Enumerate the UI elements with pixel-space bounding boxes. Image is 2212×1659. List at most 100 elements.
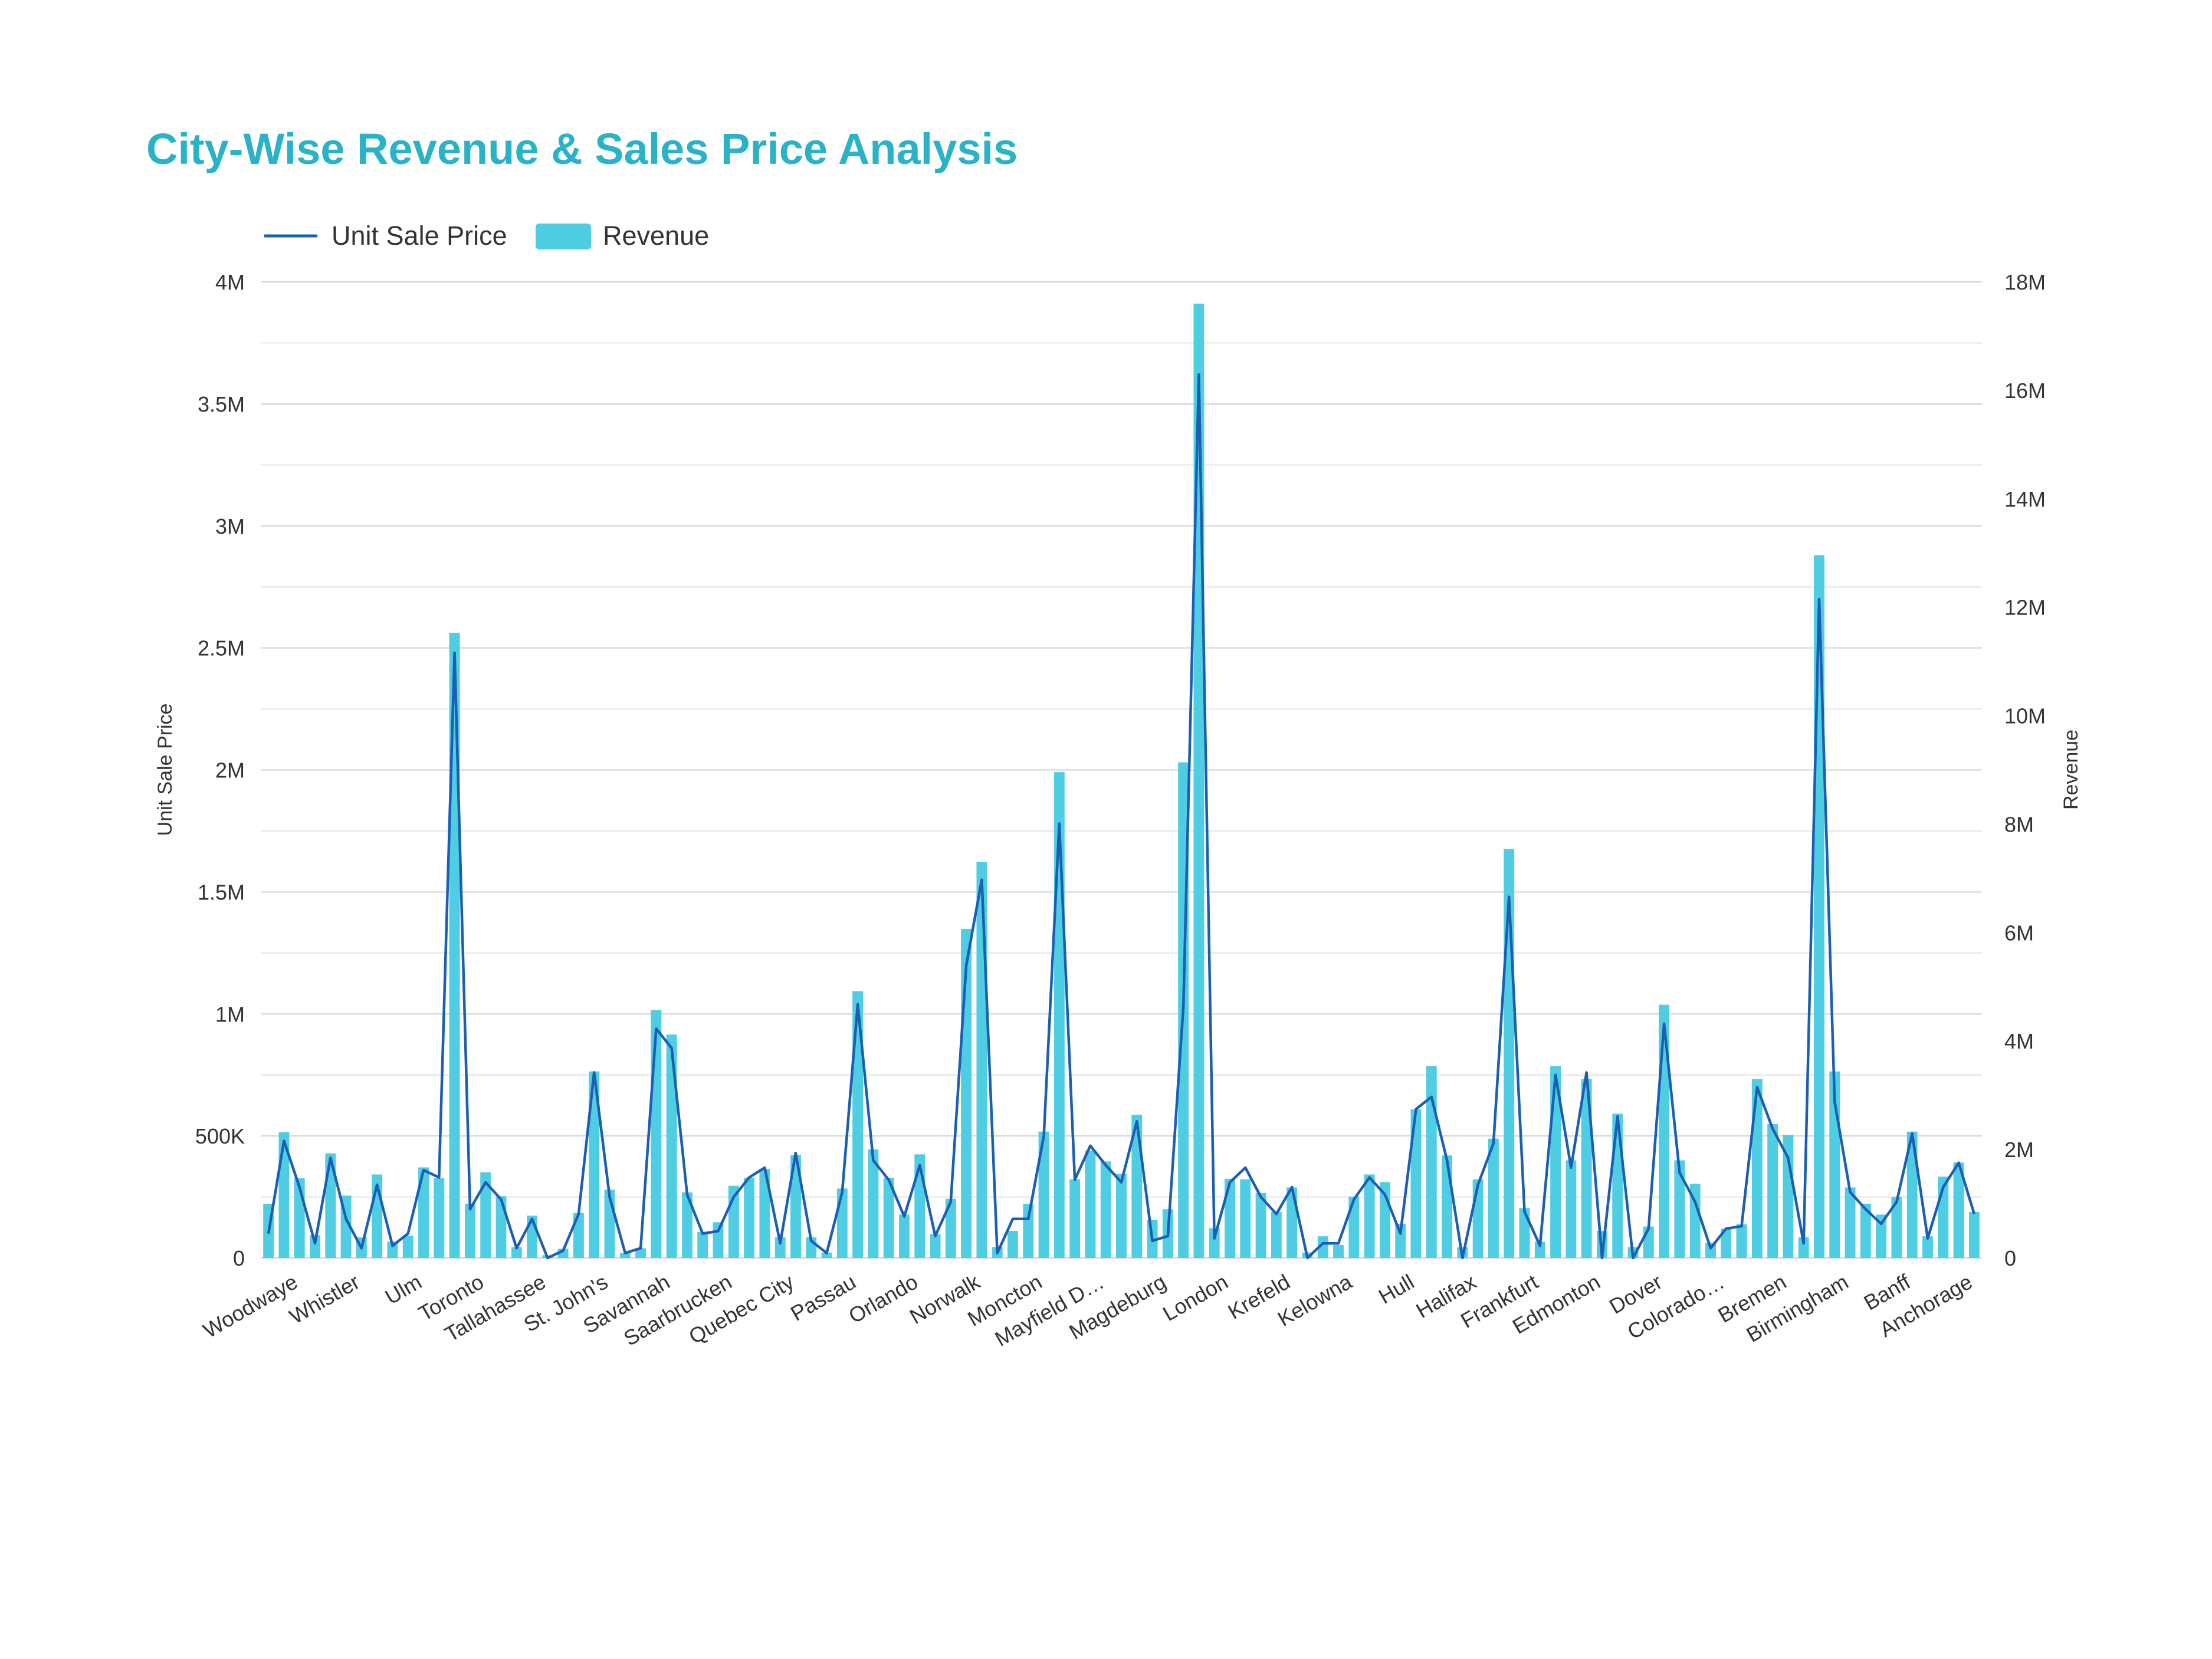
revenue-bar[interactable] — [1426, 1066, 1437, 1258]
revenue-bar[interactable] — [790, 1155, 801, 1258]
revenue-bar[interactable] — [1069, 1179, 1081, 1258]
y-left-tick-label: 3M — [215, 514, 245, 538]
revenue-bar[interactable] — [1116, 1174, 1127, 1258]
revenue-bar[interactable] — [1410, 1109, 1422, 1258]
revenue-bar[interactable] — [1876, 1214, 1887, 1258]
revenue-bar[interactable] — [1534, 1241, 1545, 1258]
revenue-bar[interactable] — [697, 1231, 708, 1258]
revenue-bar[interactable] — [1007, 1231, 1018, 1258]
revenue-bar[interactable] — [868, 1149, 879, 1258]
y-left-tick-label: 1M — [215, 1002, 245, 1026]
legend-item-unit-sale-price[interactable]: Unit Sale Price — [264, 221, 507, 251]
revenue-bar[interactable] — [1333, 1244, 1344, 1258]
revenue-bar[interactable] — [434, 1178, 445, 1258]
y-left-tick-label: 0 — [233, 1246, 245, 1270]
legend-item-revenue[interactable]: Revenue — [536, 221, 709, 251]
revenue-bar[interactable] — [418, 1167, 429, 1258]
revenue-bar[interactable] — [1906, 1131, 1918, 1258]
revenue-bar[interactable] — [1721, 1228, 1732, 1258]
revenue-bar[interactable] — [976, 862, 987, 1258]
x-tick-label: Orlando — [845, 1269, 922, 1328]
x-tick-label: London — [1158, 1269, 1232, 1326]
revenue-bar[interactable] — [1100, 1161, 1111, 1258]
revenue-bar[interactable] — [402, 1236, 413, 1258]
revenue-bar[interactable] — [930, 1234, 941, 1258]
revenue-bar[interactable] — [681, 1192, 693, 1258]
y-left-tick-label: 1.5M — [198, 880, 245, 904]
y-right-tick-label: 10M — [2004, 704, 2046, 728]
revenue-bar[interactable] — [945, 1198, 956, 1258]
revenue-bar[interactable] — [1922, 1236, 1933, 1258]
revenue-bar[interactable] — [1348, 1197, 1360, 1258]
revenue-bar[interactable] — [387, 1241, 398, 1258]
y-right-tick-label: 2M — [2004, 1138, 2034, 1162]
revenue-bar[interactable] — [1209, 1228, 1220, 1258]
revenue-bar[interactable] — [1814, 555, 1824, 1258]
revenue-bar[interactable] — [883, 1177, 894, 1258]
revenue-bar[interactable] — [464, 1204, 475, 1258]
revenue-bar[interactable] — [1023, 1204, 1034, 1258]
revenue-bar[interactable] — [511, 1247, 522, 1258]
revenue-bar[interactable] — [1581, 1079, 1592, 1258]
revenue-bar[interactable] — [1953, 1162, 1964, 1258]
revenue-bar[interactable] — [1442, 1155, 1452, 1258]
revenue-bar[interactable] — [759, 1169, 770, 1258]
y-axis-right-title: Revenue — [2060, 730, 2082, 810]
revenue-bar[interactable] — [480, 1172, 491, 1258]
revenue-bar[interactable] — [1860, 1204, 1871, 1258]
revenue-bar[interactable] — [589, 1071, 600, 1258]
revenue-bar[interactable] — [1566, 1160, 1577, 1259]
revenue-bar[interactable] — [1798, 1237, 1809, 1258]
revenue-bar[interactable] — [1736, 1224, 1747, 1258]
revenue-bar[interactable] — [1225, 1178, 1235, 1258]
unit-sale-price-line — [267, 373, 1976, 1260]
revenue-bar[interactable] — [1767, 1123, 1778, 1258]
revenue-bar[interactable] — [1255, 1192, 1266, 1258]
revenue-bar[interactable] — [899, 1214, 910, 1258]
revenue-bar[interactable] — [573, 1213, 584, 1258]
y-left-tick-label: 3.5M — [198, 392, 245, 416]
y-right-tick-label: 8M — [2004, 812, 2034, 836]
y-right-tick-label: 14M — [2004, 487, 2046, 511]
revenue-bar[interactable] — [449, 632, 460, 1258]
revenue-bar[interactable] — [713, 1222, 724, 1258]
revenue-bar[interactable] — [1689, 1184, 1701, 1258]
legend: Unit Sale Price Revenue — [264, 221, 709, 251]
revenue-bar[interactable] — [744, 1177, 755, 1258]
revenue-bar[interactable] — [310, 1235, 320, 1258]
revenue-bar[interactable] — [1085, 1150, 1096, 1258]
revenue-bar[interactable] — [1968, 1211, 1980, 1258]
revenue-bar[interactable] — [1240, 1179, 1251, 1258]
revenue-bar[interactable] — [1519, 1208, 1530, 1258]
revenue-bar[interactable] — [1751, 1079, 1763, 1258]
revenue-bar[interactable] — [635, 1248, 646, 1258]
y-right-tick-label: 16M — [2004, 379, 2046, 403]
revenue-bar[interactable] — [1364, 1174, 1375, 1258]
revenue-bar[interactable] — [1271, 1211, 1282, 1258]
revenue-bar[interactable] — [1472, 1179, 1484, 1258]
y-axis-left-title: Unit Sale Price — [154, 704, 176, 836]
legend-label-revenue: Revenue — [603, 221, 709, 251]
revenue-bar[interactable] — [495, 1196, 507, 1258]
revenue-bar[interactable] — [1488, 1138, 1499, 1258]
revenue-bar[interactable] — [852, 991, 864, 1258]
revenue-bar[interactable] — [619, 1253, 631, 1258]
x-tick-label: Hull — [1374, 1269, 1418, 1309]
revenue-bar[interactable] — [1674, 1160, 1685, 1259]
revenue-bar[interactable] — [1038, 1131, 1049, 1258]
revenue-bar[interactable] — [1845, 1187, 1856, 1258]
revenue-bar[interactable] — [1612, 1113, 1623, 1258]
y-right-tick-label: 12M — [2004, 596, 2046, 620]
revenue-bar[interactable] — [666, 1034, 677, 1258]
revenue-bar[interactable] — [1891, 1197, 1902, 1258]
revenue-bar[interactable] — [1317, 1236, 1328, 1258]
revenue-bar[interactable] — [774, 1237, 786, 1258]
x-tick-label: Passau — [786, 1269, 859, 1326]
revenue-bar[interactable] — [1395, 1224, 1406, 1258]
revenue-bar[interactable] — [836, 1188, 848, 1258]
y-right-tick-label: 4M — [2004, 1029, 2034, 1053]
revenue-bar[interactable] — [1659, 1004, 1670, 1258]
revenue-bar[interactable] — [821, 1252, 832, 1258]
